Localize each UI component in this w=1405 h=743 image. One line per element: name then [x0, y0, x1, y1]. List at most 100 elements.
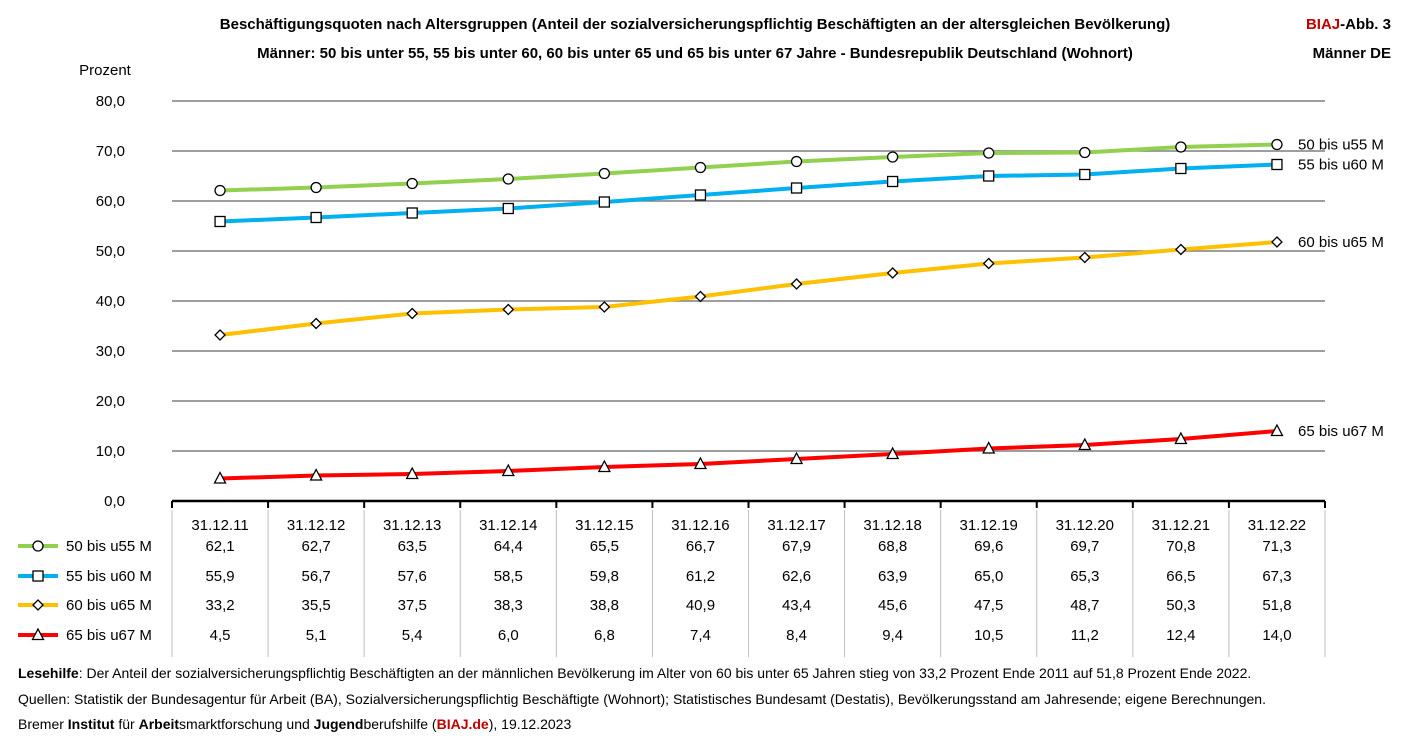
data-point-s3-8	[982, 441, 996, 454]
y-tick-label: 50,0	[96, 243, 125, 260]
table-cell-value: 40,9	[686, 597, 715, 614]
data-point-s3-legend	[31, 627, 45, 641]
data-point-s2-2	[406, 307, 419, 320]
table-cell-value: 57,6	[398, 568, 427, 585]
y-tick-label: 20,0	[96, 393, 125, 410]
table-cell-value: 70,8	[1166, 538, 1195, 555]
table-cell-value: 38,8	[590, 597, 619, 614]
inst-part: smarktforschung und	[179, 716, 314, 732]
data-point-s2-3	[502, 303, 515, 316]
table-cell-value: 45,6	[878, 597, 907, 614]
data-point-s0-7	[886, 151, 899, 163]
data-point-s3-7	[886, 446, 900, 460]
table-cell-value: 62,1	[205, 538, 234, 555]
lesehilfe-label: Lesehilfe	[18, 665, 79, 681]
y-tick-label: 60,0	[96, 193, 125, 210]
table-cell-value: 35,5	[302, 597, 331, 614]
table-cell-value: 67,9	[782, 538, 811, 555]
data-point-s1-7	[886, 175, 899, 188]
table-cell-value: 10,5	[974, 627, 1003, 644]
data-point-s0-8	[983, 147, 995, 159]
x-tick-label: 31.12.11	[191, 517, 248, 534]
table-cell-value: 50,3	[1166, 597, 1195, 614]
table-cell-value: 67,3	[1262, 568, 1291, 585]
table-cell-value: 8,4	[786, 627, 807, 644]
table-cell-value: 4,5	[210, 627, 231, 644]
data-point-s3-2	[405, 466, 419, 480]
figure-badge: BIAJ-Abb. 3	[1306, 16, 1391, 33]
data-point-s0-4	[598, 167, 611, 180]
table-cell-value: 71,3	[1262, 538, 1291, 555]
x-tick-label: 31.12.13	[383, 517, 441, 534]
y-axis-label: Prozent	[79, 62, 132, 79]
legend-label: 55 bis u60 M	[66, 568, 152, 585]
chart-title-line-2: Männer: 50 bis unter 55, 55 bis unter 60…	[257, 45, 1133, 62]
data-point-s1-legend	[32, 570, 44, 582]
data-point-s2-8	[982, 257, 995, 270]
data-point-s3-9	[1078, 437, 1092, 451]
data-point-s3-0	[213, 471, 227, 484]
footer-institute: Bremer Institut für Arbeitsmarktforschun…	[18, 716, 571, 732]
data-point-s0-0	[214, 184, 226, 197]
table-cell-value: 56,7	[302, 568, 331, 585]
table-cell-value: 14,0	[1262, 627, 1291, 644]
data-point-s0-6	[790, 155, 803, 168]
table-cell-value: 33,2	[205, 597, 234, 614]
inst-part: Institut	[67, 716, 115, 732]
table-cell-value: 55,9	[205, 568, 234, 585]
table-cell-value: 65,3	[1070, 568, 1099, 585]
data-point-s2-11	[1271, 236, 1283, 248]
data-point-s2-5	[694, 290, 707, 303]
data-point-s1-4	[598, 196, 611, 208]
data-point-s2-1	[310, 317, 323, 330]
data-point-s1-8	[983, 170, 995, 182]
table-cell-value: 5,4	[402, 627, 423, 644]
table-cell-value: 69,6	[974, 538, 1003, 555]
x-tick-label: 31.12.17	[767, 517, 825, 534]
data-point-s3-10	[1174, 431, 1188, 445]
y-tick-label: 0,0	[104, 493, 125, 510]
biaj-link[interactable]: BIAJ.de	[436, 716, 489, 732]
x-tick-label: 31.12.21	[1152, 517, 1210, 534]
y-tick-label: 30,0	[96, 343, 125, 360]
table-cell-value: 9,4	[882, 627, 903, 644]
data-point-s3-3	[501, 463, 515, 477]
x-tick-label: 31.12.12	[287, 517, 345, 534]
table-cell-value: 38,3	[494, 597, 523, 614]
data-point-s0-legend	[32, 540, 44, 552]
table-cell-value: 63,5	[398, 538, 427, 555]
footer-sources: Quellen: Statistik der Bundesagentur für…	[18, 691, 1266, 707]
table-cell-value: 37,5	[398, 597, 427, 614]
inst-part: berufshilfe (	[363, 716, 437, 732]
legend-label: 60 bis u65 M	[66, 597, 152, 614]
data-point-s2-7	[886, 267, 899, 279]
data-point-s3-6	[789, 451, 804, 465]
data-point-s1-6	[790, 182, 803, 194]
table-cell-value: 62,7	[302, 538, 331, 555]
x-tick-label: 31.12.18	[863, 517, 921, 534]
lesehilfe-text: : Der Anteil der sozialversicherungspfli…	[78, 665, 1252, 681]
data-point-s0-10	[1175, 141, 1187, 153]
table-cell-value: 58,5	[494, 568, 523, 585]
table-cell-value: 66,5	[1166, 568, 1195, 585]
data-point-s2-9	[1078, 251, 1091, 264]
data-point-s3-11	[1270, 423, 1284, 437]
table-cell-value: 11,2	[1071, 627, 1099, 644]
inst-part: ), 19.12.2023	[488, 716, 572, 732]
badge-brand: BIAJ	[1305, 16, 1341, 33]
data-point-s1-5	[694, 189, 707, 201]
table-cell-value: 62,6	[782, 568, 811, 585]
series-end-label: 55 bis u60 M	[1298, 157, 1384, 174]
series-end-label: 50 bis u55 M	[1298, 137, 1384, 154]
series-end-label: 65 bis u67 M	[1298, 423, 1384, 440]
y-tick-label: 40,0	[96, 293, 125, 310]
y-tick-label: 80,0	[96, 93, 125, 110]
table-cell-value: 68,8	[878, 538, 907, 555]
data-point-s1-11	[1271, 158, 1283, 171]
table-cell-value: 64,4	[494, 538, 523, 555]
data-point-s2-6	[790, 278, 803, 290]
inst-part: für	[114, 716, 139, 732]
x-tick-label: 31.12.20	[1056, 517, 1114, 534]
data-point-s0-1	[310, 181, 322, 194]
series-end-label: 60 bis u65 M	[1298, 234, 1384, 251]
